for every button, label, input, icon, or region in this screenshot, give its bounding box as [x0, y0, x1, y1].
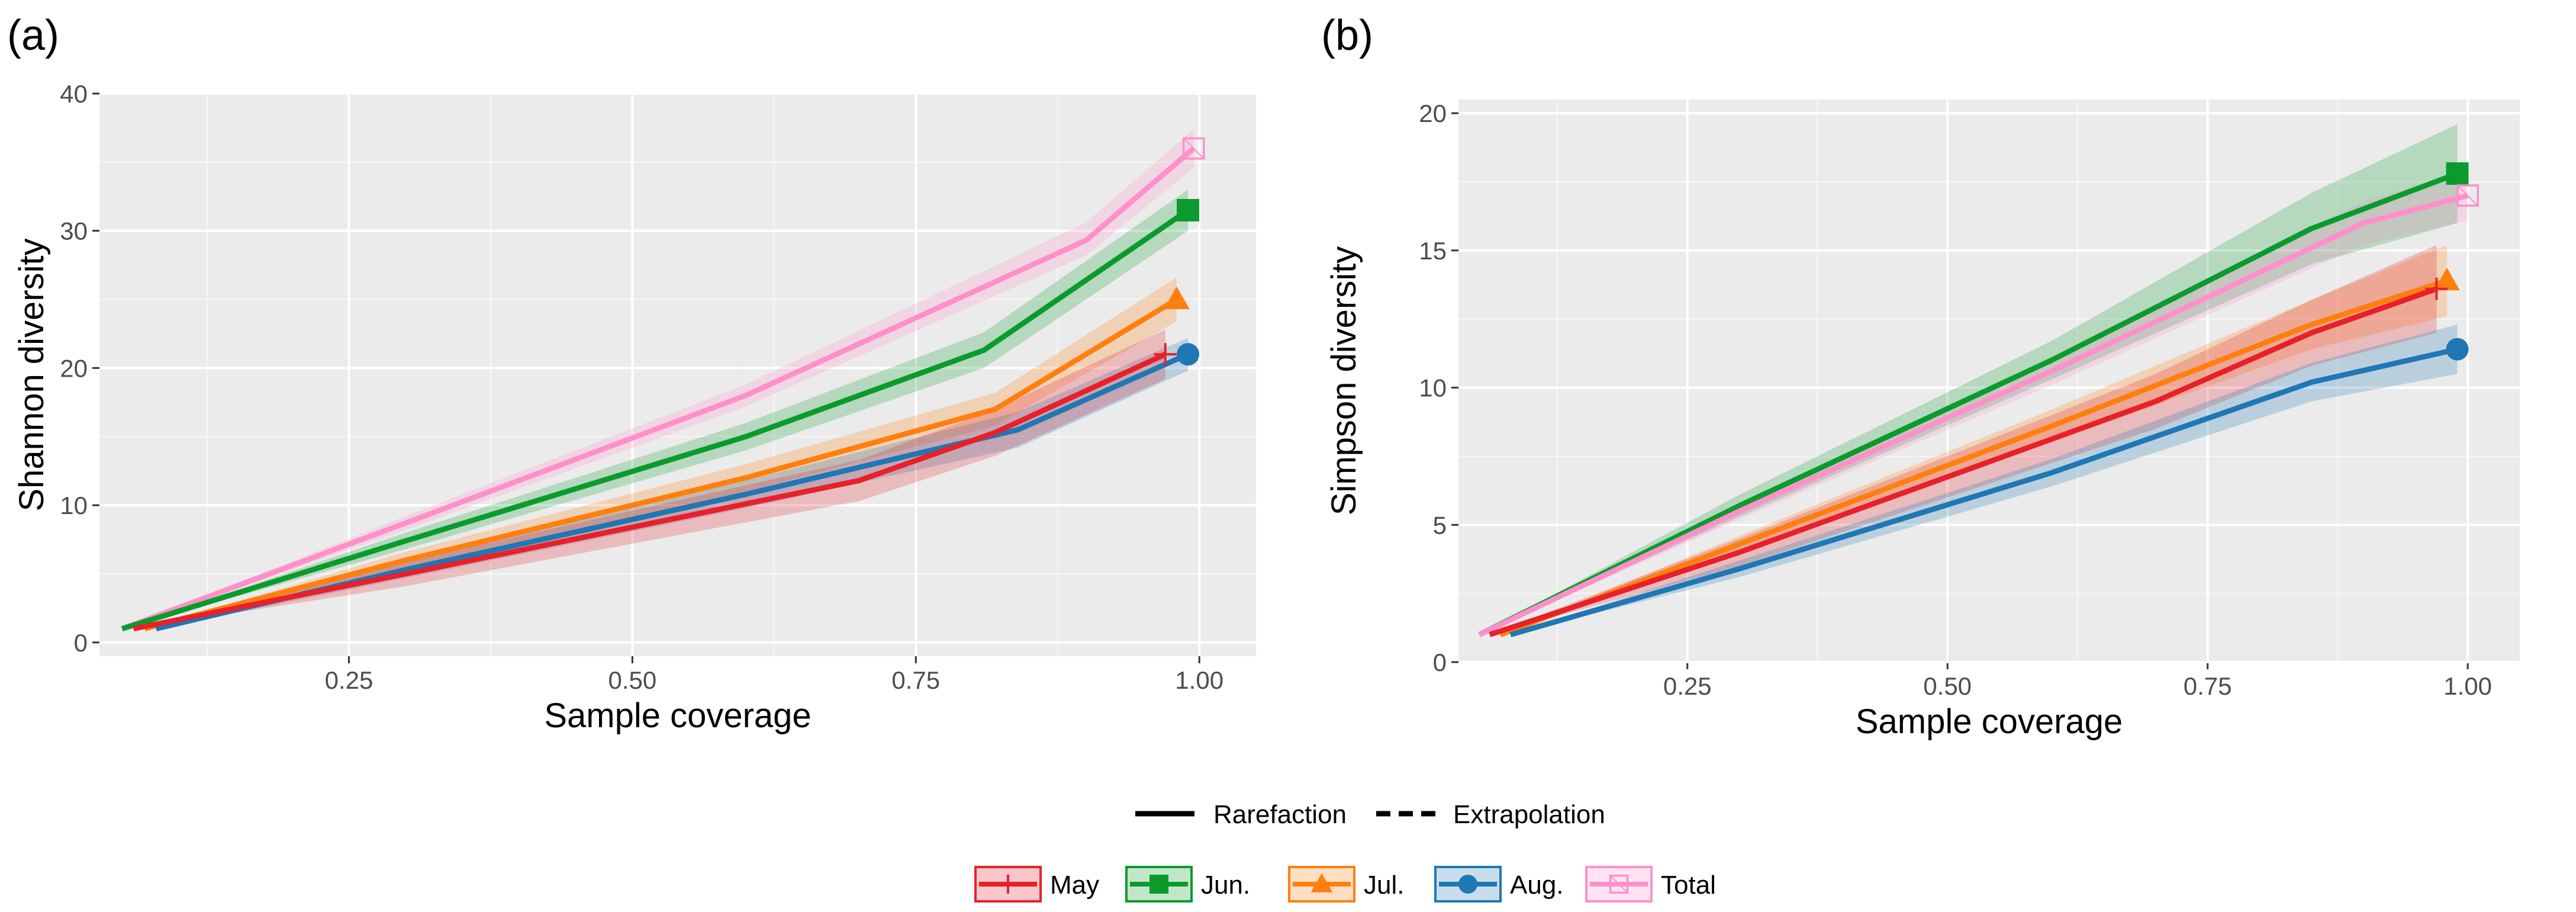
series-line-may — [1489, 286, 2437, 637]
y-tick-label: 40 — [60, 80, 88, 108]
y-tick-label: 20 — [60, 354, 88, 382]
endpoint-marker-total — [2456, 184, 2479, 207]
plot-background — [1458, 99, 2520, 662]
endpoint-marker-jun — [1177, 198, 1200, 221]
confidence-band-aug — [1510, 325, 2458, 635]
x-axis-title: Sample coverage — [1856, 702, 2123, 741]
legend-label: Total — [1661, 871, 1716, 900]
x-tick-label: 0.75 — [2184, 672, 2232, 700]
endpoint-marker-jul — [2434, 268, 2460, 291]
panel-label: (b) — [1321, 12, 1373, 59]
endpoint-marker-jul — [1164, 286, 1190, 309]
series-line-aug — [1509, 346, 2458, 637]
series-line-jun — [121, 208, 1190, 631]
x-axis-title: Sample coverage — [544, 696, 811, 735]
endpoint-marker-aug — [1177, 343, 1200, 366]
chart-panel-a: 0.25 0.50 0.75 1.00 0 10 20 30 40 Sample coverage… — [7, 12, 1256, 735]
endpoint-marker-aug — [2446, 338, 2469, 361]
endpoint-marker-may — [1154, 343, 1177, 366]
y-tick-label: 0 — [1433, 648, 1447, 676]
legend-label: Aug. — [1510, 871, 1564, 900]
confidence-band-jul — [1500, 245, 2447, 635]
x-tick-label: 1.00 — [1175, 666, 1223, 694]
x-tick-label: 0.75 — [891, 666, 940, 694]
x-tick-label: 0.50 — [608, 666, 656, 694]
x-tick-label: 1.00 — [2443, 672, 2492, 700]
x-tick-label: 0.25 — [325, 666, 373, 694]
legend-marker — [1310, 873, 1333, 892]
legend-key-may — [974, 866, 1042, 903]
series-line-jul — [144, 297, 1178, 632]
chart-panel-b: 0.25 0.50 0.75 1.00 0 5 10 15 20 Sample coverage S… — [1321, 12, 2520, 741]
legend-label: Jun. — [1201, 871, 1250, 900]
y-tick-label: 30 — [60, 217, 88, 245]
legend-marker — [1458, 875, 1477, 894]
x-tick-label: 0.50 — [1923, 672, 1972, 700]
legend-marker — [1149, 875, 1168, 894]
series-line-jul — [1499, 278, 2448, 637]
legend-key-jun — [1125, 866, 1193, 903]
series-line-may — [133, 352, 1167, 632]
y-axis-title: Simpson diversity — [1325, 246, 1363, 515]
legend-marker — [1609, 874, 1629, 894]
legend-groups: May Jun. Jul. Aug. Total — [974, 866, 1716, 903]
legend-key-aug — [1434, 866, 1502, 903]
legend-marker — [999, 875, 1017, 894]
endpoint-marker-may — [2425, 277, 2448, 300]
y-tick-label: 15 — [1419, 237, 1447, 265]
rarefaction-label: Rarefaction — [1213, 800, 1347, 829]
legend-label: May — [1050, 871, 1099, 900]
extrapolation-label: Extrapolation — [1453, 800, 1605, 829]
y-axis-title: Shannon diversity — [12, 238, 51, 511]
x-tick-label: 0.25 — [1663, 672, 1712, 700]
y-tick-label: 10 — [1419, 374, 1447, 402]
series-line-total — [121, 146, 1196, 631]
endpoint-marker-jun — [2446, 162, 2469, 185]
legend-key-jul — [1288, 866, 1355, 903]
y-tick-label: 0 — [74, 629, 88, 657]
panel-label: (a) — [7, 12, 59, 59]
legend-key-total — [1585, 866, 1653, 903]
series-line-total — [1478, 192, 2469, 637]
confidence-band-jun — [1479, 124, 2458, 635]
legend-linetype: Rarefaction Extrapolation — [1135, 800, 1605, 829]
endpoint-marker-total — [1182, 137, 1205, 160]
y-tick-label: 5 — [1433, 511, 1447, 539]
plot-background — [99, 94, 1256, 656]
y-tick-label: 10 — [60, 492, 88, 519]
series-line-jun — [1478, 171, 2459, 637]
legend-label: Jul. — [1364, 871, 1404, 900]
y-tick-label: 20 — [1419, 99, 1447, 127]
